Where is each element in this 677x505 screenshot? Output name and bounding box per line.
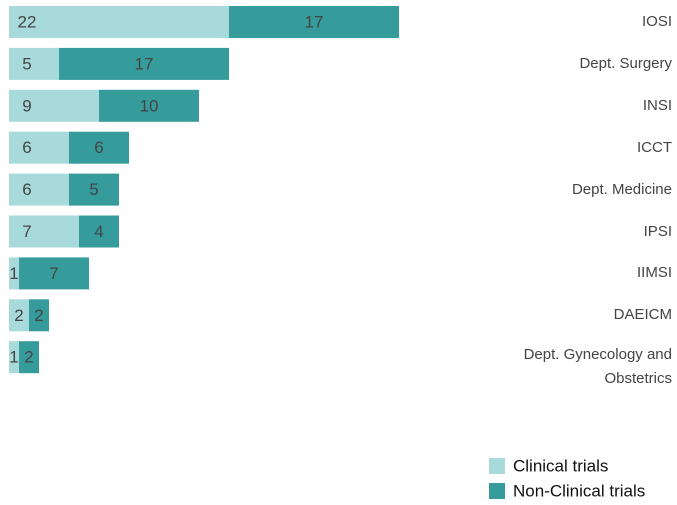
category-label-wrap: Dept. Gynecology and Obstetrics xyxy=(502,337,672,397)
category-label-box: ICCT xyxy=(502,118,672,178)
bar-segment xyxy=(9,6,229,38)
bar-segment xyxy=(59,47,229,80)
category-label-box: INSI xyxy=(502,76,672,136)
legend-label: Clinical trials xyxy=(513,456,608,475)
data-label: 5 xyxy=(89,180,98,199)
data-label: 7 xyxy=(22,222,31,241)
bar-segment xyxy=(9,47,59,80)
bar-segment xyxy=(19,341,39,374)
bar-segment xyxy=(9,257,19,290)
data-label: 6 xyxy=(22,138,31,157)
data-label: 2 xyxy=(14,306,23,325)
category-label-box: IOSI xyxy=(502,0,672,52)
legend-swatch xyxy=(489,483,505,499)
bar-segment xyxy=(29,299,49,332)
category-label-wrap: IPSI xyxy=(502,202,672,262)
bar-segment xyxy=(9,173,69,206)
bar-segment xyxy=(229,6,399,38)
data-label: 5 xyxy=(22,54,31,73)
category-label: Dept. Medicine xyxy=(571,180,672,198)
data-label: 1 xyxy=(9,348,18,367)
category-label-wrap: ICCT xyxy=(502,118,672,178)
data-label: 6 xyxy=(94,138,103,157)
data-label: 9 xyxy=(22,96,31,115)
data-label: 4 xyxy=(94,222,103,241)
data-label: 2 xyxy=(34,306,43,325)
data-label: 1 xyxy=(9,264,18,283)
category-label: INSI xyxy=(642,96,672,114)
data-label: 17 xyxy=(135,54,154,73)
data-label: 7 xyxy=(49,264,58,283)
bar-segment xyxy=(9,215,79,248)
bar-segment xyxy=(69,131,129,164)
bar-segment xyxy=(9,131,69,164)
bar-segment xyxy=(9,341,19,374)
category-label-wrap: DAEICM xyxy=(502,285,672,345)
category-label: Dept. Surgery xyxy=(579,54,672,72)
bar-segment xyxy=(79,215,119,248)
data-label: 2 xyxy=(24,348,33,367)
data-label: 17 xyxy=(305,12,324,31)
category-label-wrap: INSI xyxy=(502,76,672,136)
category-label-wrap: IIMSI xyxy=(502,243,672,303)
data-label: 6 xyxy=(22,180,31,199)
category-label-box: Dept. Surgery xyxy=(502,34,672,94)
data-label: 10 xyxy=(140,96,159,115)
category-label: IIMSI xyxy=(636,264,672,282)
bar-segment xyxy=(9,299,29,332)
category-label: IOSI xyxy=(641,13,672,30)
category-label-box: IIMSI xyxy=(502,243,672,303)
bar-segment xyxy=(19,257,89,290)
category-label: DAEICM xyxy=(613,306,672,324)
legend-swatch xyxy=(489,458,505,474)
category-label: IPSI xyxy=(643,222,672,240)
bar-segment xyxy=(69,173,119,206)
category-label-box: Dept. Medicine xyxy=(502,160,672,220)
bar-segment xyxy=(99,89,199,122)
category-label: ICCT xyxy=(637,138,672,156)
category-label-wrap: Dept. Medicine xyxy=(502,160,672,220)
category-label-wrap: IOSI xyxy=(502,0,672,52)
legend-label: Non-Clinical trials xyxy=(513,481,645,500)
bar-segment xyxy=(9,89,99,122)
category-label-box: IPSI xyxy=(502,202,672,262)
category-label-box: DAEICM xyxy=(502,285,672,345)
category-label-box: Dept. Gynecology and Obstetrics xyxy=(502,337,672,397)
data-label: 22 xyxy=(18,12,37,31)
category-label: Dept. Gynecology and Obstetrics xyxy=(523,346,672,388)
category-label-wrap: Dept. Surgery xyxy=(502,34,672,94)
